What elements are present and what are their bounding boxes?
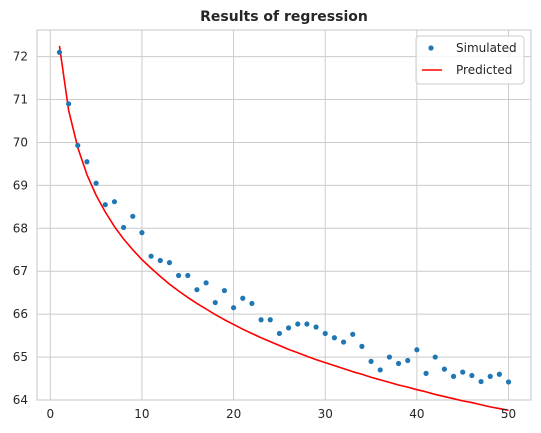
legend-marker-simulated: [428, 45, 434, 51]
plot-area: [37, 30, 531, 400]
data-point: [478, 378, 484, 385]
data-point: [313, 324, 319, 330]
data-point: [230, 305, 237, 311]
data-point: [285, 325, 292, 331]
data-point: [166, 260, 173, 266]
data-point: [111, 199, 118, 205]
y-tick-label: 68: [13, 221, 28, 235]
data-point: [340, 339, 347, 345]
data-point: [505, 379, 512, 385]
y-tick-label: 70: [13, 135, 28, 149]
y-tick-label: 66: [13, 307, 28, 321]
legend-box: [415, 35, 525, 85]
data-point: [368, 358, 374, 364]
x-tick-label: 40: [409, 407, 424, 421]
data-point: [66, 101, 72, 107]
y-tick-label: 69: [13, 178, 28, 192]
x-tick-label: 20: [226, 407, 241, 421]
data-point: [203, 280, 209, 286]
data-point: [386, 354, 392, 360]
data-point: [304, 321, 310, 327]
predicted-series: [58, 45, 509, 412]
data-point: [423, 370, 429, 376]
axes-border: [36, 29, 532, 401]
data-point: [130, 213, 136, 219]
legend: Simulated Predicted: [415, 35, 525, 85]
x-tick-label: 10: [134, 407, 149, 421]
data-point: [377, 367, 383, 373]
data-point: [221, 287, 228, 294]
data-point: [395, 360, 402, 367]
data-point: [487, 373, 493, 379]
simulated-series: [56, 49, 512, 385]
data-point: [139, 230, 145, 236]
data-point: [450, 373, 457, 379]
data-point: [414, 347, 420, 353]
data-point: [258, 317, 264, 323]
data-point: [148, 253, 154, 259]
data-point: [460, 369, 466, 375]
data-point: [194, 287, 200, 293]
y-tick-label: 72: [13, 50, 28, 64]
x-tick-label: 50: [501, 407, 516, 421]
x-axis: 0 10 20 30 40 50: [46, 407, 516, 421]
data-point: [84, 159, 90, 165]
data-point: [212, 299, 218, 306]
x-tick-label: 30: [318, 407, 333, 421]
data-point: [121, 224, 127, 231]
y-axis: 64 65 66 67 68 69 70 71 72: [13, 50, 28, 407]
data-point: [331, 335, 338, 341]
data-point: [359, 343, 365, 349]
data-point: [56, 49, 63, 55]
data-point: [350, 331, 356, 337]
data-point: [441, 366, 447, 372]
data-point: [276, 330, 283, 337]
data-point: [102, 202, 108, 208]
data-point: [185, 272, 191, 279]
y-tick-label: 65: [13, 350, 28, 364]
chart-title: Results of regression: [200, 9, 368, 25]
axes-frame: [36, 29, 532, 401]
data-point: [295, 321, 301, 327]
data-point: [405, 357, 411, 364]
grid: [37, 30, 531, 401]
data-point: [496, 371, 502, 377]
data-point: [75, 142, 81, 149]
data-point: [267, 317, 273, 323]
data-point: [322, 330, 328, 337]
y-tick-label: 67: [13, 264, 28, 278]
legend-label-simulated: Simulated: [456, 41, 517, 55]
data-point: [249, 300, 255, 307]
y-tick-label: 64: [13, 393, 28, 407]
data-point: [432, 354, 438, 360]
legend-label-predicted: Predicted: [456, 63, 512, 77]
predicted-line: [58, 45, 509, 412]
x-tick-label: 0: [46, 407, 54, 421]
data-point: [176, 272, 182, 279]
data-point: [469, 372, 475, 379]
data-point: [240, 295, 246, 301]
y-tick-label: 71: [13, 93, 28, 107]
data-point: [93, 180, 99, 186]
data-point: [157, 257, 163, 264]
